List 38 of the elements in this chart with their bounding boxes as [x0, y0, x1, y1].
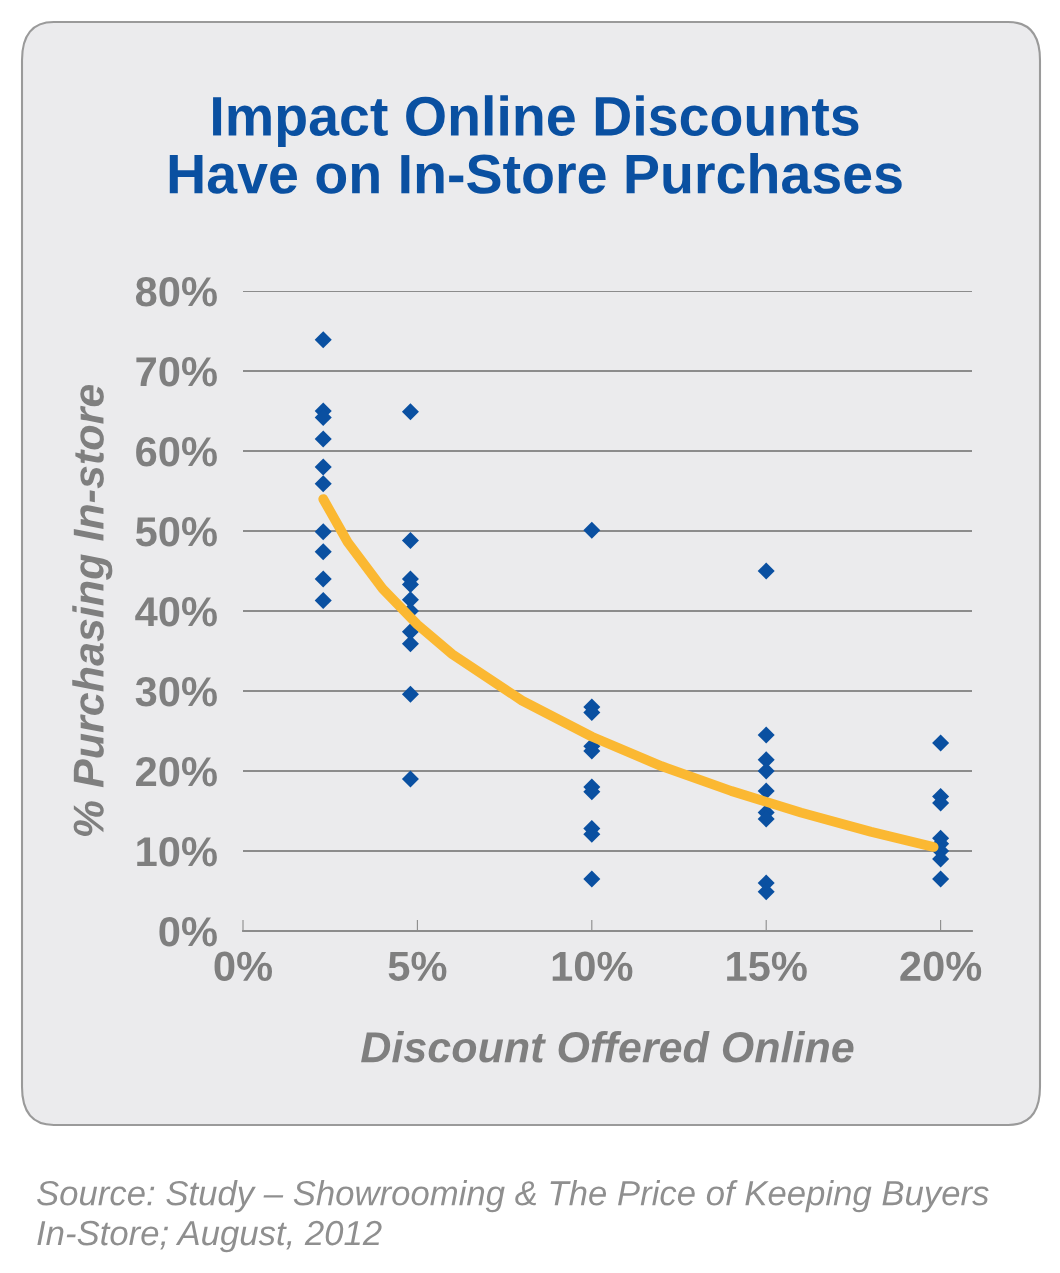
- y-tick-label: 80%: [135, 277, 217, 307]
- chart-title: Impact Online Discounts Have on In-Store Purchases: [169, 95, 902, 194]
- point: [932, 870, 950, 888]
- point: [314, 458, 332, 476]
- point: [314, 523, 332, 541]
- point: [401, 685, 419, 703]
- x-tick-label: 10%: [552, 951, 633, 982]
- y-tick-label: 20%: [136, 757, 217, 787]
- y-tick-label: 40%: [135, 597, 217, 627]
- point: [401, 635, 419, 653]
- point: [401, 403, 419, 421]
- x-tick-label: 5%: [388, 951, 447, 982]
- point: [757, 726, 775, 744]
- y-tick-label: 10%: [137, 837, 217, 867]
- x-tick-label: 0%: [214, 951, 273, 982]
- point: [314, 430, 332, 448]
- point: [757, 782, 775, 800]
- x-tick-label: 15%: [727, 951, 807, 982]
- point: [757, 562, 775, 580]
- point: [932, 734, 950, 752]
- y-axis-title: % Purchasing In-store: [72, 384, 113, 836]
- point: [314, 570, 332, 588]
- point: [314, 475, 332, 493]
- x-tick-label: 20%: [900, 951, 982, 982]
- point: [401, 532, 419, 550]
- point: [314, 592, 332, 610]
- y-tick-label: 0%: [159, 917, 217, 947]
- y-tick-label: 70%: [136, 357, 217, 387]
- point: [314, 331, 332, 349]
- point: [583, 870, 601, 888]
- y-tick-label: 50%: [135, 517, 217, 547]
- x-axis-title: Discount Offered Online: [361, 1030, 854, 1063]
- y-tick-label: 30%: [135, 677, 217, 707]
- y-tick-label: 60%: [136, 437, 217, 467]
- source-note: Source: Study – Showrooming & The Price of Keeping Buyers In-Store; August, 2012: [36, 1180, 989, 1253]
- point: [583, 521, 601, 539]
- point: [314, 543, 332, 561]
- point: [401, 770, 419, 788]
